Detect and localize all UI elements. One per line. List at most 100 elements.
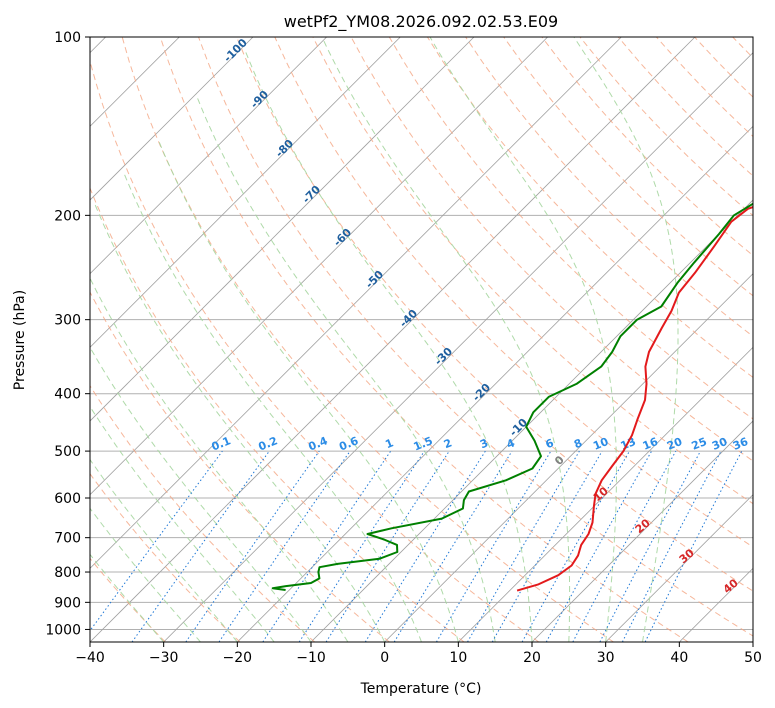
isotherm-label: -40 xyxy=(397,307,420,330)
y-tick-label: 900 xyxy=(54,595,81,611)
x-tick-label: 30 xyxy=(597,650,615,666)
mixing-ratio-line xyxy=(218,450,351,642)
isotherm-label: -50 xyxy=(363,268,386,291)
moist-adiabat-line xyxy=(90,507,201,642)
mixing-ratio-label: 30 xyxy=(710,435,729,453)
moist-adiabat-line xyxy=(429,37,617,642)
mixing-ratio-line xyxy=(364,450,486,642)
plot-frame xyxy=(89,36,754,643)
dry-adiabat-label: 20 xyxy=(633,516,653,536)
isotherm-line xyxy=(90,37,327,275)
chart-title: wetPf2_YM08.2026.092.02.53.E09 xyxy=(284,12,558,32)
mixing-ratio-line xyxy=(435,450,552,642)
mixing-ratio-line xyxy=(572,450,677,642)
temperature-line xyxy=(516,205,753,592)
dry-adiabat-line xyxy=(274,37,753,548)
y-tick-label: 700 xyxy=(54,531,81,547)
x-tick-label: 50 xyxy=(744,650,762,666)
dry-adiabat-line xyxy=(90,59,540,642)
mixing-ratio-label: 36 xyxy=(731,435,750,453)
dry-adiabat-line xyxy=(656,37,753,138)
isotherm-line xyxy=(90,37,548,496)
dewpoint-line xyxy=(271,202,753,591)
x-tick-label: −30 xyxy=(149,650,179,666)
isotherm-line xyxy=(679,567,753,642)
isotherm-line xyxy=(310,199,753,642)
mixing-ratio-line xyxy=(521,450,630,642)
isotherm-line xyxy=(458,346,753,642)
dry-adiabat-line xyxy=(159,37,689,642)
mixing-ratio-label: 10 xyxy=(591,435,610,453)
mixing-ratio-label: 25 xyxy=(690,435,709,453)
mixing-ratio-line xyxy=(644,450,743,642)
y-tick-label: 200 xyxy=(54,208,81,224)
moist-adiabat-line xyxy=(90,553,165,642)
isotherm-line xyxy=(90,37,622,569)
isotherm-label: -30 xyxy=(432,345,455,368)
x-tick-label: −20 xyxy=(223,650,253,666)
y-axis-label: Pressure (hPa) xyxy=(12,290,28,390)
mixing-ratio-label: 2 xyxy=(442,436,454,451)
mixing-ratio-label: 1 xyxy=(383,436,395,451)
moist-adiabat-line xyxy=(244,49,533,642)
y-tick-label: 500 xyxy=(54,444,81,460)
isotherm-line xyxy=(90,37,475,422)
mixing-ratio-line xyxy=(131,450,270,642)
isotherm-label: -80 xyxy=(273,137,296,160)
mixing-ratio-line xyxy=(621,450,722,642)
mixing-ratio-line xyxy=(393,450,513,642)
isotherm-line xyxy=(752,641,753,642)
skew-t-background-lines xyxy=(90,37,753,642)
x-tick-label: 20 xyxy=(523,650,541,666)
isotherm-label: -100 xyxy=(221,36,250,65)
dry-adiabat-line xyxy=(90,291,390,642)
isotherm-line xyxy=(90,37,401,348)
dry-adiabat-line xyxy=(312,37,753,505)
dry-adiabat-line xyxy=(90,472,241,642)
isotherm-label: 0 xyxy=(552,453,567,468)
profile-series xyxy=(271,202,753,592)
mixing-ratio-line xyxy=(185,450,320,642)
dry-adiabat-line xyxy=(236,37,753,592)
x-tick-label: 10 xyxy=(449,650,467,666)
dry-adiabat-line xyxy=(90,384,316,642)
dry-adiabat-label: 30 xyxy=(677,546,697,566)
moist-adiabat-line xyxy=(573,37,679,642)
dry-adiabat-line xyxy=(90,186,465,642)
isotherm-label: -70 xyxy=(300,183,323,206)
isotherm-line xyxy=(384,273,753,642)
isotherm-line xyxy=(163,52,753,642)
y-tick-label: 400 xyxy=(54,387,81,403)
dry-adiabat-line xyxy=(694,37,753,98)
dry-adiabat-line xyxy=(121,37,614,642)
dry-adiabat-label: 40 xyxy=(721,576,741,596)
mixing-ratio-label: 16 xyxy=(641,435,660,453)
x-tick-label: −10 xyxy=(296,650,326,666)
moist-adiabat-line xyxy=(93,201,386,642)
moist-adiabat-line xyxy=(195,94,496,642)
mixing-ratio-line xyxy=(262,450,392,642)
y-tick-label: 600 xyxy=(54,491,81,507)
mixing-ratio-label: 8 xyxy=(572,436,584,451)
mixing-ratio-label: 6 xyxy=(544,436,556,451)
isotherm-label: -60 xyxy=(331,226,354,249)
isotherm-label: -90 xyxy=(248,88,271,111)
moist-adiabat-line xyxy=(90,277,349,642)
dry-adiabat-line xyxy=(541,37,753,257)
isotherm-line xyxy=(90,37,254,201)
isotherm-line xyxy=(90,37,696,642)
mixing-ratio-line xyxy=(545,450,653,642)
moist-adiabat-line xyxy=(90,346,312,642)
x-tick-label: 40 xyxy=(670,650,688,666)
mixing-ratio-line xyxy=(325,450,450,642)
y-tick-label: 100 xyxy=(54,30,81,46)
mixing-ratio-label: 3 xyxy=(478,436,490,451)
moist-adiabat-line xyxy=(321,37,571,642)
x-axis-ticks: −40 −30 −20 −10 0 10 20 30 40 50 xyxy=(75,642,762,666)
mixing-ratio-line xyxy=(298,450,425,642)
dry-adiabat-line xyxy=(426,37,753,378)
dry-adiabat-line xyxy=(465,37,753,338)
y-tick-label: 1000 xyxy=(45,622,81,638)
dry-adiabat-line xyxy=(388,37,753,420)
x-axis-label: Temperature (°C) xyxy=(360,681,482,697)
